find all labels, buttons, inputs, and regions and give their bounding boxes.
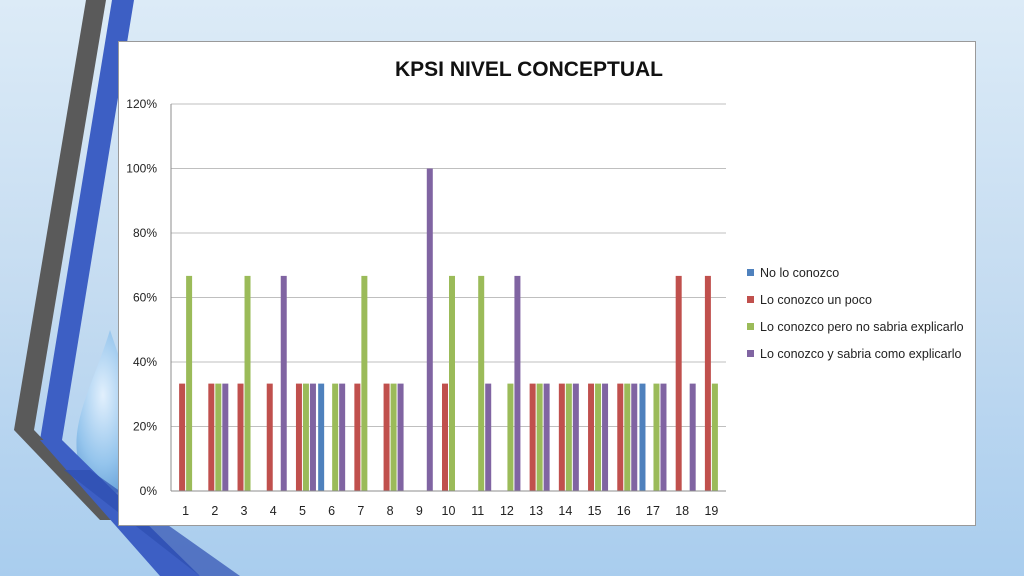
dark-stripe-left (14, 0, 106, 430)
legend-label: Lo conozco pero no sabria explicarlo (760, 319, 964, 334)
x-tick-label: 5 (299, 504, 306, 518)
bar (280, 275, 287, 491)
bar (354, 383, 361, 491)
x-tick-label: 3 (241, 504, 248, 518)
x-tick-label: 17 (646, 504, 660, 518)
legend-item: Lo conozco pero no sabria explicarlo (747, 313, 964, 340)
bar (704, 275, 711, 491)
y-tick-label: 80% (133, 226, 157, 240)
x-tick-label: 1 (182, 504, 189, 518)
bar (332, 383, 339, 491)
bar (507, 383, 514, 491)
chart-plot-area: 0%20%40%60%80%100%120%1 2 3 4 5 6 7 8 9 10 11 12 13 1… (126, 97, 726, 518)
x-tick-label: 7 (357, 504, 364, 518)
chart-legend: No lo conozco Lo conozco un poco Lo conozc… (747, 259, 964, 367)
y-tick-label: 20% (133, 420, 157, 434)
bar (244, 275, 251, 491)
bar (222, 383, 229, 491)
chart-card: 0% 20% 40% 60% 80% 100% 120% 1 2 3 4 5 6 7 8 9 10 11 12 13 1… (118, 41, 976, 526)
blue-stripe-left (40, 0, 134, 440)
legend-item: Lo conozco un poco (747, 286, 964, 313)
legend-label: No lo conozco (760, 265, 840, 280)
bar (617, 383, 624, 491)
legend-item: Lo conozco y sabria como explicarlo (747, 340, 964, 367)
bar (449, 275, 455, 491)
bar (383, 383, 390, 491)
y-tick-label: 100% (126, 162, 157, 176)
legend-swatch (747, 296, 754, 303)
legend-label: Lo conozco y sabria como explicarlo (760, 346, 962, 361)
bar (529, 383, 536, 491)
y-tick-label: 120% (126, 97, 157, 111)
bar (390, 383, 397, 491)
bar (186, 275, 193, 491)
bar (442, 383, 448, 491)
bar (237, 383, 244, 491)
x-tick-label: 8 (387, 504, 394, 518)
x-tick-label: 2 (211, 504, 218, 518)
bar (302, 383, 309, 491)
bar (485, 383, 492, 491)
bar (339, 383, 346, 491)
x-tick-label: 15 (588, 504, 602, 518)
x-tick-label: 4 (270, 504, 277, 518)
legend-item: No lo conozco (747, 259, 964, 286)
bar (660, 383, 667, 491)
bar (295, 383, 302, 491)
bar (514, 275, 521, 491)
legend-label: Lo conozco un poco (760, 292, 872, 307)
bar (361, 275, 368, 491)
bar (266, 383, 273, 491)
bar (595, 383, 602, 491)
chart-title: KPSI NIVEL CONCEPTUAL (395, 58, 663, 81)
bar (631, 383, 638, 491)
bar (426, 168, 433, 491)
bar (309, 383, 316, 491)
bar (179, 383, 186, 491)
bar (215, 383, 222, 491)
x-tick-label: 12 (500, 504, 514, 518)
x-tick-label: 6 (328, 504, 335, 518)
x-tick-label: 19 (704, 504, 718, 518)
bar (675, 275, 682, 491)
bar (397, 383, 404, 491)
bar (565, 383, 572, 491)
bar (208, 383, 215, 491)
x-tick-label: 16 (617, 504, 631, 518)
bar (653, 383, 660, 491)
y-tick-label: 60% (133, 291, 157, 305)
x-tick-label: 11 (471, 504, 484, 518)
bar (639, 383, 646, 491)
bar (588, 383, 595, 491)
bar (558, 383, 565, 491)
bar (536, 383, 543, 491)
y-tick-label: 0% (140, 484, 158, 498)
bar (572, 383, 579, 491)
bar (689, 383, 696, 491)
bar (602, 383, 609, 491)
legend-swatch (747, 269, 754, 276)
bar (478, 275, 485, 491)
y-tick-label: 40% (133, 355, 157, 369)
legend-swatch (747, 350, 754, 357)
bar (318, 383, 325, 491)
x-tick-label: 13 (529, 504, 543, 518)
bar (543, 383, 550, 491)
x-tick-label: 10 (442, 504, 456, 518)
x-tick-label: 14 (558, 504, 572, 518)
bar (624, 383, 631, 491)
legend-swatch (747, 323, 754, 330)
x-tick-label: 9 (416, 504, 423, 518)
bar (711, 383, 718, 491)
x-tick-label: 18 (675, 504, 689, 518)
